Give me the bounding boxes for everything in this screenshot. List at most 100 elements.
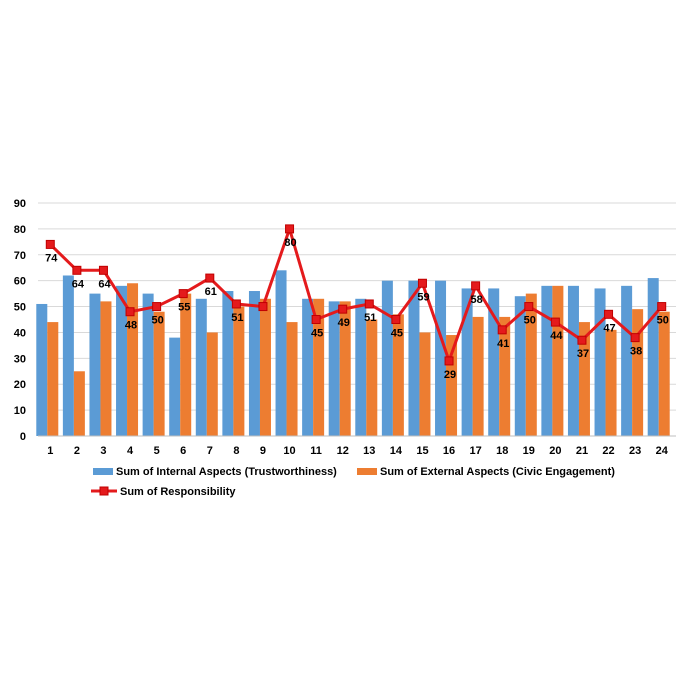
bar-internal	[62, 275, 74, 436]
x-tick-label: 17	[470, 445, 482, 457]
responsibility-data-label: 61	[205, 286, 217, 298]
bar-external	[286, 322, 298, 436]
responsibility-marker	[577, 335, 587, 345]
responsibility-data-label: 38	[630, 346, 642, 358]
responsibility-marker	[311, 315, 321, 324]
bar-external	[552, 285, 564, 436]
bar-internal	[647, 278, 659, 436]
responsibility-data-label: 50	[524, 315, 536, 327]
responsibility-data-label: 45	[311, 328, 323, 340]
legend-label-external: Sum of External Aspects (Civic Engagemen…	[380, 466, 615, 478]
x-tick-label: 6	[180, 445, 186, 457]
bar-internal	[594, 288, 606, 436]
responsibility-marker	[444, 356, 454, 366]
y-tick-label: 80	[14, 224, 26, 236]
responsibility-marker	[338, 304, 348, 314]
bar-external	[499, 316, 511, 436]
bar-internal	[541, 285, 553, 436]
x-tick-label: 1	[47, 445, 53, 457]
bar-internal	[381, 280, 393, 436]
legend-label-internal: Sum of Internal Aspects (Trustworthiness…	[116, 466, 337, 478]
legend-item-external: Sum of External Aspects (Civic Engagemen…	[357, 466, 615, 478]
bar-internal	[435, 280, 447, 436]
responsibility-marker	[604, 309, 614, 319]
x-tick-label: 7	[207, 445, 213, 457]
responsibility-marker	[205, 273, 215, 283]
responsibility-data-label: 80	[284, 237, 296, 249]
bar-external	[525, 293, 537, 436]
bar-external	[366, 319, 378, 436]
x-tick-label: 10	[283, 445, 295, 457]
x-tick-label: 19	[523, 445, 535, 457]
responsibility-data-label: 29	[444, 369, 456, 381]
responsibility-data-label: 51	[231, 312, 243, 324]
x-tick-label: 3	[100, 445, 106, 457]
bar-external	[472, 316, 484, 436]
bar-internal	[355, 298, 367, 436]
bar-internal	[222, 291, 234, 436]
responsibility-marker	[125, 307, 135, 317]
bar-external	[339, 301, 351, 436]
bar-internal	[461, 288, 473, 436]
x-axis: 1 2 3 4 5 6 7 8 9 10 11 12 13 14 15 16 17 18 19 20 21 22 23 24	[38, 435, 676, 457]
responsibility-marker	[524, 302, 534, 312]
bar-external	[658, 311, 670, 436]
legend-label-responsibility: Sum of Responsibility	[120, 486, 236, 498]
x-tick-label: 22	[602, 445, 614, 457]
bar-internal	[328, 301, 340, 436]
responsibility-data-label: 48	[125, 320, 137, 332]
responsibility-data-label: 50	[152, 315, 164, 327]
bar-internal	[567, 285, 579, 436]
x-tick-label: 8	[233, 445, 239, 457]
y-tick-label: 50	[14, 302, 26, 314]
responsibility-data-label: 47	[603, 322, 615, 334]
x-tick-label: 14	[390, 445, 403, 457]
x-tick-label: 24	[656, 445, 669, 457]
x-tick-label: 16	[443, 445, 455, 457]
responsibility-marker	[657, 302, 667, 312]
x-tick-label: 13	[363, 445, 375, 457]
x-tick-label: 23	[629, 445, 641, 457]
bar-internal	[169, 337, 181, 436]
legend-swatch-internal	[93, 468, 113, 475]
x-tick-label: 5	[154, 445, 160, 457]
y-tick-label: 10	[14, 405, 26, 417]
responsibility-data-label: 64	[98, 278, 111, 290]
legend-item-internal: Sum of Internal Aspects (Trustworthiness…	[93, 466, 337, 478]
bar-internal	[621, 285, 633, 436]
bar-internal	[248, 291, 260, 436]
responsibility-marker	[152, 302, 162, 312]
legend-swatch-external	[357, 468, 377, 475]
responsibility-data-label: 55	[178, 302, 190, 314]
bar-internal	[116, 285, 128, 436]
legend-item-responsibility: Sum of Responsibility	[91, 486, 236, 498]
responsibility-marker	[364, 299, 374, 309]
responsibility-data-label: 51	[364, 312, 376, 324]
responsibility-data-label: 45	[391, 328, 403, 340]
x-tick-label: 21	[576, 445, 588, 457]
bar-external	[632, 309, 644, 436]
y-tick-label: 0	[20, 431, 26, 443]
responsibility-marker	[471, 281, 481, 291]
responsibility-marker	[178, 289, 188, 299]
bars	[36, 270, 670, 436]
data-labels: 74 64 64 48 50 55 61 51 80 45 49 51 45 59 29 58 41 50 44 37…	[45, 237, 669, 381]
responsibility-data-label: 64	[72, 278, 85, 290]
responsibility-marker	[258, 302, 268, 312]
bar-internal	[514, 296, 526, 436]
bar-external	[180, 293, 192, 436]
responsibility-line	[45, 224, 667, 366]
responsibility-marker	[285, 224, 295, 234]
legend-marker-responsibility	[99, 486, 109, 496]
x-tick-label: 11	[310, 445, 322, 457]
bar-external	[73, 371, 85, 436]
bar-external	[206, 332, 218, 436]
bar-external	[100, 301, 112, 436]
x-tick-label: 12	[337, 445, 349, 457]
bar-external	[259, 298, 271, 436]
responsibility-marker	[497, 325, 507, 335]
responsibility-data-label: 59	[417, 291, 429, 303]
x-tick-label: 2	[74, 445, 80, 457]
responsibility-marker	[72, 265, 82, 275]
